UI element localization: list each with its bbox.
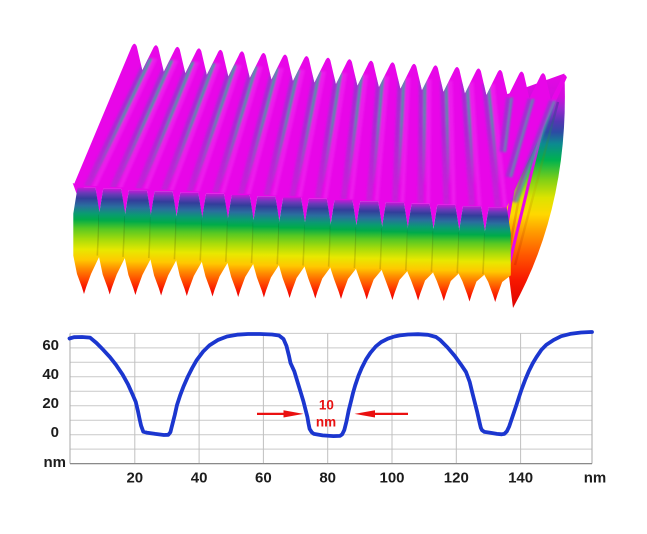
svg-text:120: 120 — [444, 470, 469, 487]
svg-text:nm: nm — [44, 454, 67, 471]
svg-text:40: 40 — [42, 366, 59, 383]
svg-text:20: 20 — [126, 470, 143, 487]
svg-text:0: 0 — [51, 424, 59, 441]
svg-text:140: 140 — [508, 470, 533, 487]
svg-text:60: 60 — [255, 470, 272, 487]
svg-text:20: 20 — [42, 395, 59, 412]
svg-text:40: 40 — [191, 470, 208, 487]
svg-text:nm: nm — [316, 414, 336, 429]
svg-text:80: 80 — [319, 470, 336, 487]
svg-text:nm: nm — [584, 470, 607, 487]
svg-text:10: 10 — [319, 397, 334, 412]
svg-text:60: 60 — [42, 337, 59, 354]
svg-text:100: 100 — [379, 470, 404, 487]
